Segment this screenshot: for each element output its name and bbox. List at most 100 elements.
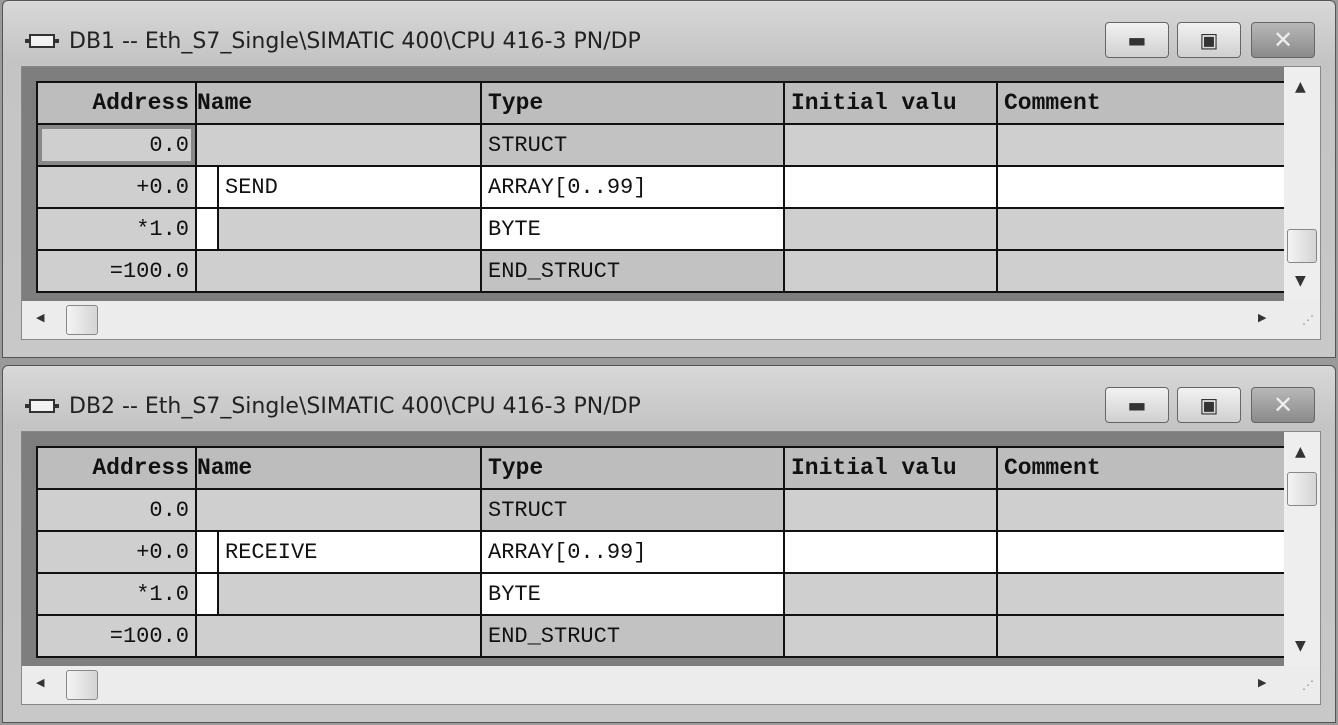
maximize-button[interactable]: ▣ bbox=[1177, 387, 1241, 423]
scroll-left-arrow[interactable]: ◀ bbox=[36, 676, 45, 689]
table-row[interactable]: +0.0 SEND ARRAY[0..99] bbox=[36, 167, 1284, 209]
column-header[interactable]: Initial valu bbox=[785, 448, 998, 488]
declaration-table-area: Address Name Type Initial valu Comment 0.0 STR… bbox=[21, 431, 1321, 705]
name-cell[interactable] bbox=[197, 125, 482, 165]
close-button[interactable]: ✕ bbox=[1251, 387, 1315, 423]
column-header[interactable]: Name bbox=[197, 448, 482, 488]
name-cell[interactable] bbox=[197, 490, 482, 530]
vertical-scroll-thumb[interactable] bbox=[1287, 472, 1317, 506]
struct-indent bbox=[197, 574, 219, 614]
type-cell[interactable]: STRUCT bbox=[482, 490, 785, 530]
horizontal-scrollbar[interactable]: ◀ ▶ ⋰ bbox=[22, 666, 1320, 704]
name-value: RECEIVE bbox=[225, 539, 318, 565]
column-header[interactable]: Comment bbox=[998, 448, 1284, 488]
table-row[interactable]: *1.0 BYTE bbox=[36, 209, 1284, 251]
address-cell[interactable]: *1.0 bbox=[36, 209, 197, 249]
column-header[interactable]: Address bbox=[36, 448, 197, 488]
name-cell[interactable] bbox=[197, 209, 482, 249]
declaration-table: Address Name Type Initial valu Comment 0.0 STR… bbox=[36, 81, 1284, 293]
comment-cell[interactable] bbox=[998, 125, 1284, 165]
name-cell[interactable] bbox=[197, 251, 482, 291]
scroll-up-arrow[interactable]: ▲ bbox=[1295, 79, 1306, 95]
initial-value-cell[interactable] bbox=[785, 532, 998, 572]
type-cell[interactable]: ARRAY[0..99] bbox=[482, 167, 785, 207]
address-cell[interactable]: 0.0 bbox=[36, 490, 197, 530]
minimize-icon: ▬ bbox=[1127, 28, 1147, 52]
struct-indent bbox=[197, 167, 219, 207]
db-editor-window: DB1 -- Eth_S7_Single\SIMATIC 400\CPU 416… bbox=[2, 0, 1336, 358]
maximize-button[interactable]: ▣ bbox=[1177, 22, 1241, 58]
minimize-button[interactable]: ▬ bbox=[1105, 387, 1169, 423]
initial-value-cell[interactable] bbox=[785, 167, 998, 207]
name-cell[interactable] bbox=[197, 616, 482, 656]
column-header[interactable]: Address bbox=[36, 83, 197, 123]
table-row[interactable]: =100.0 END_STRUCT bbox=[36, 251, 1284, 293]
table-row[interactable]: 0.0 STRUCT bbox=[36, 125, 1284, 167]
name-value: SEND bbox=[225, 174, 278, 200]
struct-indent bbox=[197, 532, 219, 572]
scroll-right-arrow[interactable]: ▶ bbox=[1258, 676, 1267, 689]
declaration-table-area: Address Name Type Initial valu Comment 0.0 STR… bbox=[21, 66, 1321, 340]
type-cell[interactable]: ARRAY[0..99] bbox=[482, 532, 785, 572]
initial-value-cell[interactable] bbox=[785, 574, 998, 614]
vertical-scrollbar[interactable]: ▲ ▼ bbox=[1284, 67, 1320, 301]
table-row[interactable]: *1.0 BYTE bbox=[36, 574, 1284, 616]
comment-cell[interactable] bbox=[998, 167, 1284, 207]
column-header[interactable]: Comment bbox=[998, 83, 1284, 123]
address-cell[interactable]: 0.0 bbox=[36, 125, 197, 165]
initial-value-cell[interactable] bbox=[785, 209, 998, 249]
comment-cell[interactable] bbox=[998, 490, 1284, 530]
address-cell[interactable]: =100.0 bbox=[36, 616, 197, 656]
address-cell[interactable]: *1.0 bbox=[36, 574, 197, 614]
initial-value-cell[interactable] bbox=[785, 251, 998, 291]
maximize-icon: ▣ bbox=[1199, 393, 1219, 417]
scroll-left-arrow[interactable]: ◀ bbox=[36, 311, 45, 324]
comment-cell[interactable] bbox=[998, 574, 1284, 614]
type-cell[interactable]: END_STRUCT bbox=[482, 616, 785, 656]
name-cell[interactable]: SEND bbox=[197, 167, 482, 207]
scroll-up-arrow[interactable]: ▲ bbox=[1295, 444, 1306, 460]
horizontal-scrollbar[interactable]: ◀ ▶ ⋰ bbox=[22, 301, 1320, 339]
comment-cell[interactable] bbox=[998, 251, 1284, 291]
horizontal-scroll-thumb[interactable] bbox=[66, 670, 98, 700]
comment-cell[interactable] bbox=[998, 209, 1284, 249]
scroll-down-arrow[interactable]: ▼ bbox=[1295, 638, 1306, 654]
horizontal-scroll-thumb[interactable] bbox=[66, 305, 98, 335]
table-row[interactable]: 0.0 STRUCT bbox=[36, 490, 1284, 532]
initial-value-cell[interactable] bbox=[785, 616, 998, 656]
type-cell[interactable]: BYTE bbox=[482, 574, 785, 614]
column-header[interactable]: Type bbox=[482, 448, 785, 488]
vertical-scroll-thumb[interactable] bbox=[1287, 229, 1317, 263]
comment-cell[interactable] bbox=[998, 616, 1284, 656]
minimize-icon: ▬ bbox=[1127, 393, 1147, 417]
comment-cell[interactable] bbox=[998, 532, 1284, 572]
column-header[interactable]: Initial valu bbox=[785, 83, 998, 123]
type-cell[interactable]: STRUCT bbox=[482, 125, 785, 165]
close-button[interactable]: ✕ bbox=[1251, 22, 1315, 58]
declaration-table: Address Name Type Initial valu Comment 0.0 STR… bbox=[36, 446, 1284, 658]
resize-grip-icon[interactable]: ⋰ bbox=[1302, 313, 1314, 327]
resize-grip-icon[interactable]: ⋰ bbox=[1302, 678, 1314, 692]
column-header[interactable]: Name bbox=[197, 83, 482, 123]
initial-value-cell[interactable] bbox=[785, 490, 998, 530]
scroll-down-arrow[interactable]: ▼ bbox=[1295, 273, 1306, 289]
minimize-button[interactable]: ▬ bbox=[1105, 22, 1169, 58]
address-cell[interactable]: =100.0 bbox=[36, 251, 197, 291]
table-header-row: Address Name Type Initial valu Comment bbox=[36, 446, 1284, 490]
address-cell[interactable]: +0.0 bbox=[36, 532, 197, 572]
db-editor-window: DB2 -- Eth_S7_Single\SIMATIC 400\CPU 416… bbox=[2, 365, 1336, 723]
close-icon: ✕ bbox=[1272, 391, 1294, 419]
table-row[interactable]: +0.0 RECEIVE ARRAY[0..99] bbox=[36, 532, 1284, 574]
table-row[interactable]: =100.0 END_STRUCT bbox=[36, 616, 1284, 658]
column-header[interactable]: Type bbox=[482, 83, 785, 123]
name-cell[interactable] bbox=[197, 574, 482, 614]
vertical-scrollbar[interactable]: ▲ ▼ bbox=[1284, 432, 1320, 666]
address-cell[interactable]: +0.0 bbox=[36, 167, 197, 207]
type-cell[interactable]: END_STRUCT bbox=[482, 251, 785, 291]
scroll-right-arrow[interactable]: ▶ bbox=[1258, 311, 1267, 324]
window-title-bar: DB2 -- Eth_S7_Single\SIMATIC 400\CPU 416… bbox=[25, 388, 641, 424]
db-block-icon bbox=[25, 34, 59, 48]
type-cell[interactable]: BYTE bbox=[482, 209, 785, 249]
initial-value-cell[interactable] bbox=[785, 125, 998, 165]
name-cell[interactable]: RECEIVE bbox=[197, 532, 482, 572]
